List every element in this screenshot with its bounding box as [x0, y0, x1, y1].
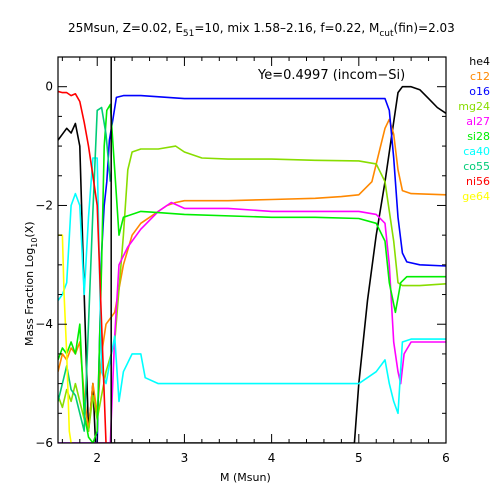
- series-line-ni56: [58, 90, 107, 443]
- legend-item-o16: o16: [469, 85, 490, 98]
- legend-item-c12: c12: [470, 70, 490, 83]
- series-line-ge64: [58, 234, 72, 443]
- x-tick-label: 6: [442, 451, 450, 465]
- y-tick-label: −6: [35, 436, 53, 450]
- series-line-al27: [58, 201, 446, 443]
- x-tick-label: 5: [355, 451, 363, 465]
- legend: he4 c12 o16 mg24 al27 si28 ca40 co55 ni56 ge64: [458, 55, 490, 203]
- x-tick-label: 4: [268, 451, 276, 465]
- legend-item-ca40: ca40: [463, 145, 490, 158]
- legend-item-ge64: ge64: [462, 190, 490, 203]
- series-line-mg24: [58, 145, 446, 432]
- series-line-si28: [58, 103, 446, 443]
- ticks-group: 2 3 4 5 6 0 −2 −4 −6: [35, 56, 450, 465]
- title-part-a: 25Msun, Z=0.02, E: [68, 21, 183, 35]
- title-part-e: (fin)=2.03: [394, 21, 455, 35]
- series-group: [58, 85, 446, 443]
- legend-item-ni56: ni56: [466, 175, 490, 188]
- y-tick-label: 0: [45, 80, 53, 94]
- y-tick-label: −4: [35, 317, 53, 331]
- legend-item-si28: si28: [467, 130, 490, 143]
- plot-frame: [57, 56, 447, 444]
- chart-title: 25Msun, Z=0.02, E51=10, mix 1.58–2.16, f…: [68, 21, 455, 39]
- x-tick-label: 2: [93, 451, 101, 465]
- legend-item-al27: al27: [466, 115, 490, 128]
- y-axis-label-tail: (X): [23, 221, 36, 237]
- series-line-o16: [58, 94, 446, 443]
- title-sub-e51: 51: [183, 29, 194, 39]
- y-axis-label: Mass Fraction Log10(X): [23, 221, 39, 346]
- x-axis-label: M (Msun): [220, 471, 271, 484]
- y-tick-label: −2: [35, 198, 53, 212]
- legend-item-mg24: mg24: [458, 100, 490, 113]
- y-axis-label-main: Mass Fraction Log: [23, 248, 36, 346]
- series-line-ca40: [58, 157, 446, 415]
- title-part-c: =10, mix 1.58–2.16, f=0.22, M: [194, 21, 379, 35]
- x-tick-label: 3: [181, 451, 189, 465]
- title-sub-cut: cut: [379, 29, 394, 39]
- y-axis-label-sub: 10: [30, 238, 39, 248]
- ye-annotation: Ye=0.4997 (incom−Si): [257, 68, 405, 83]
- legend-item-co55: co55: [463, 160, 490, 173]
- legend-item-he4: he4: [469, 55, 490, 68]
